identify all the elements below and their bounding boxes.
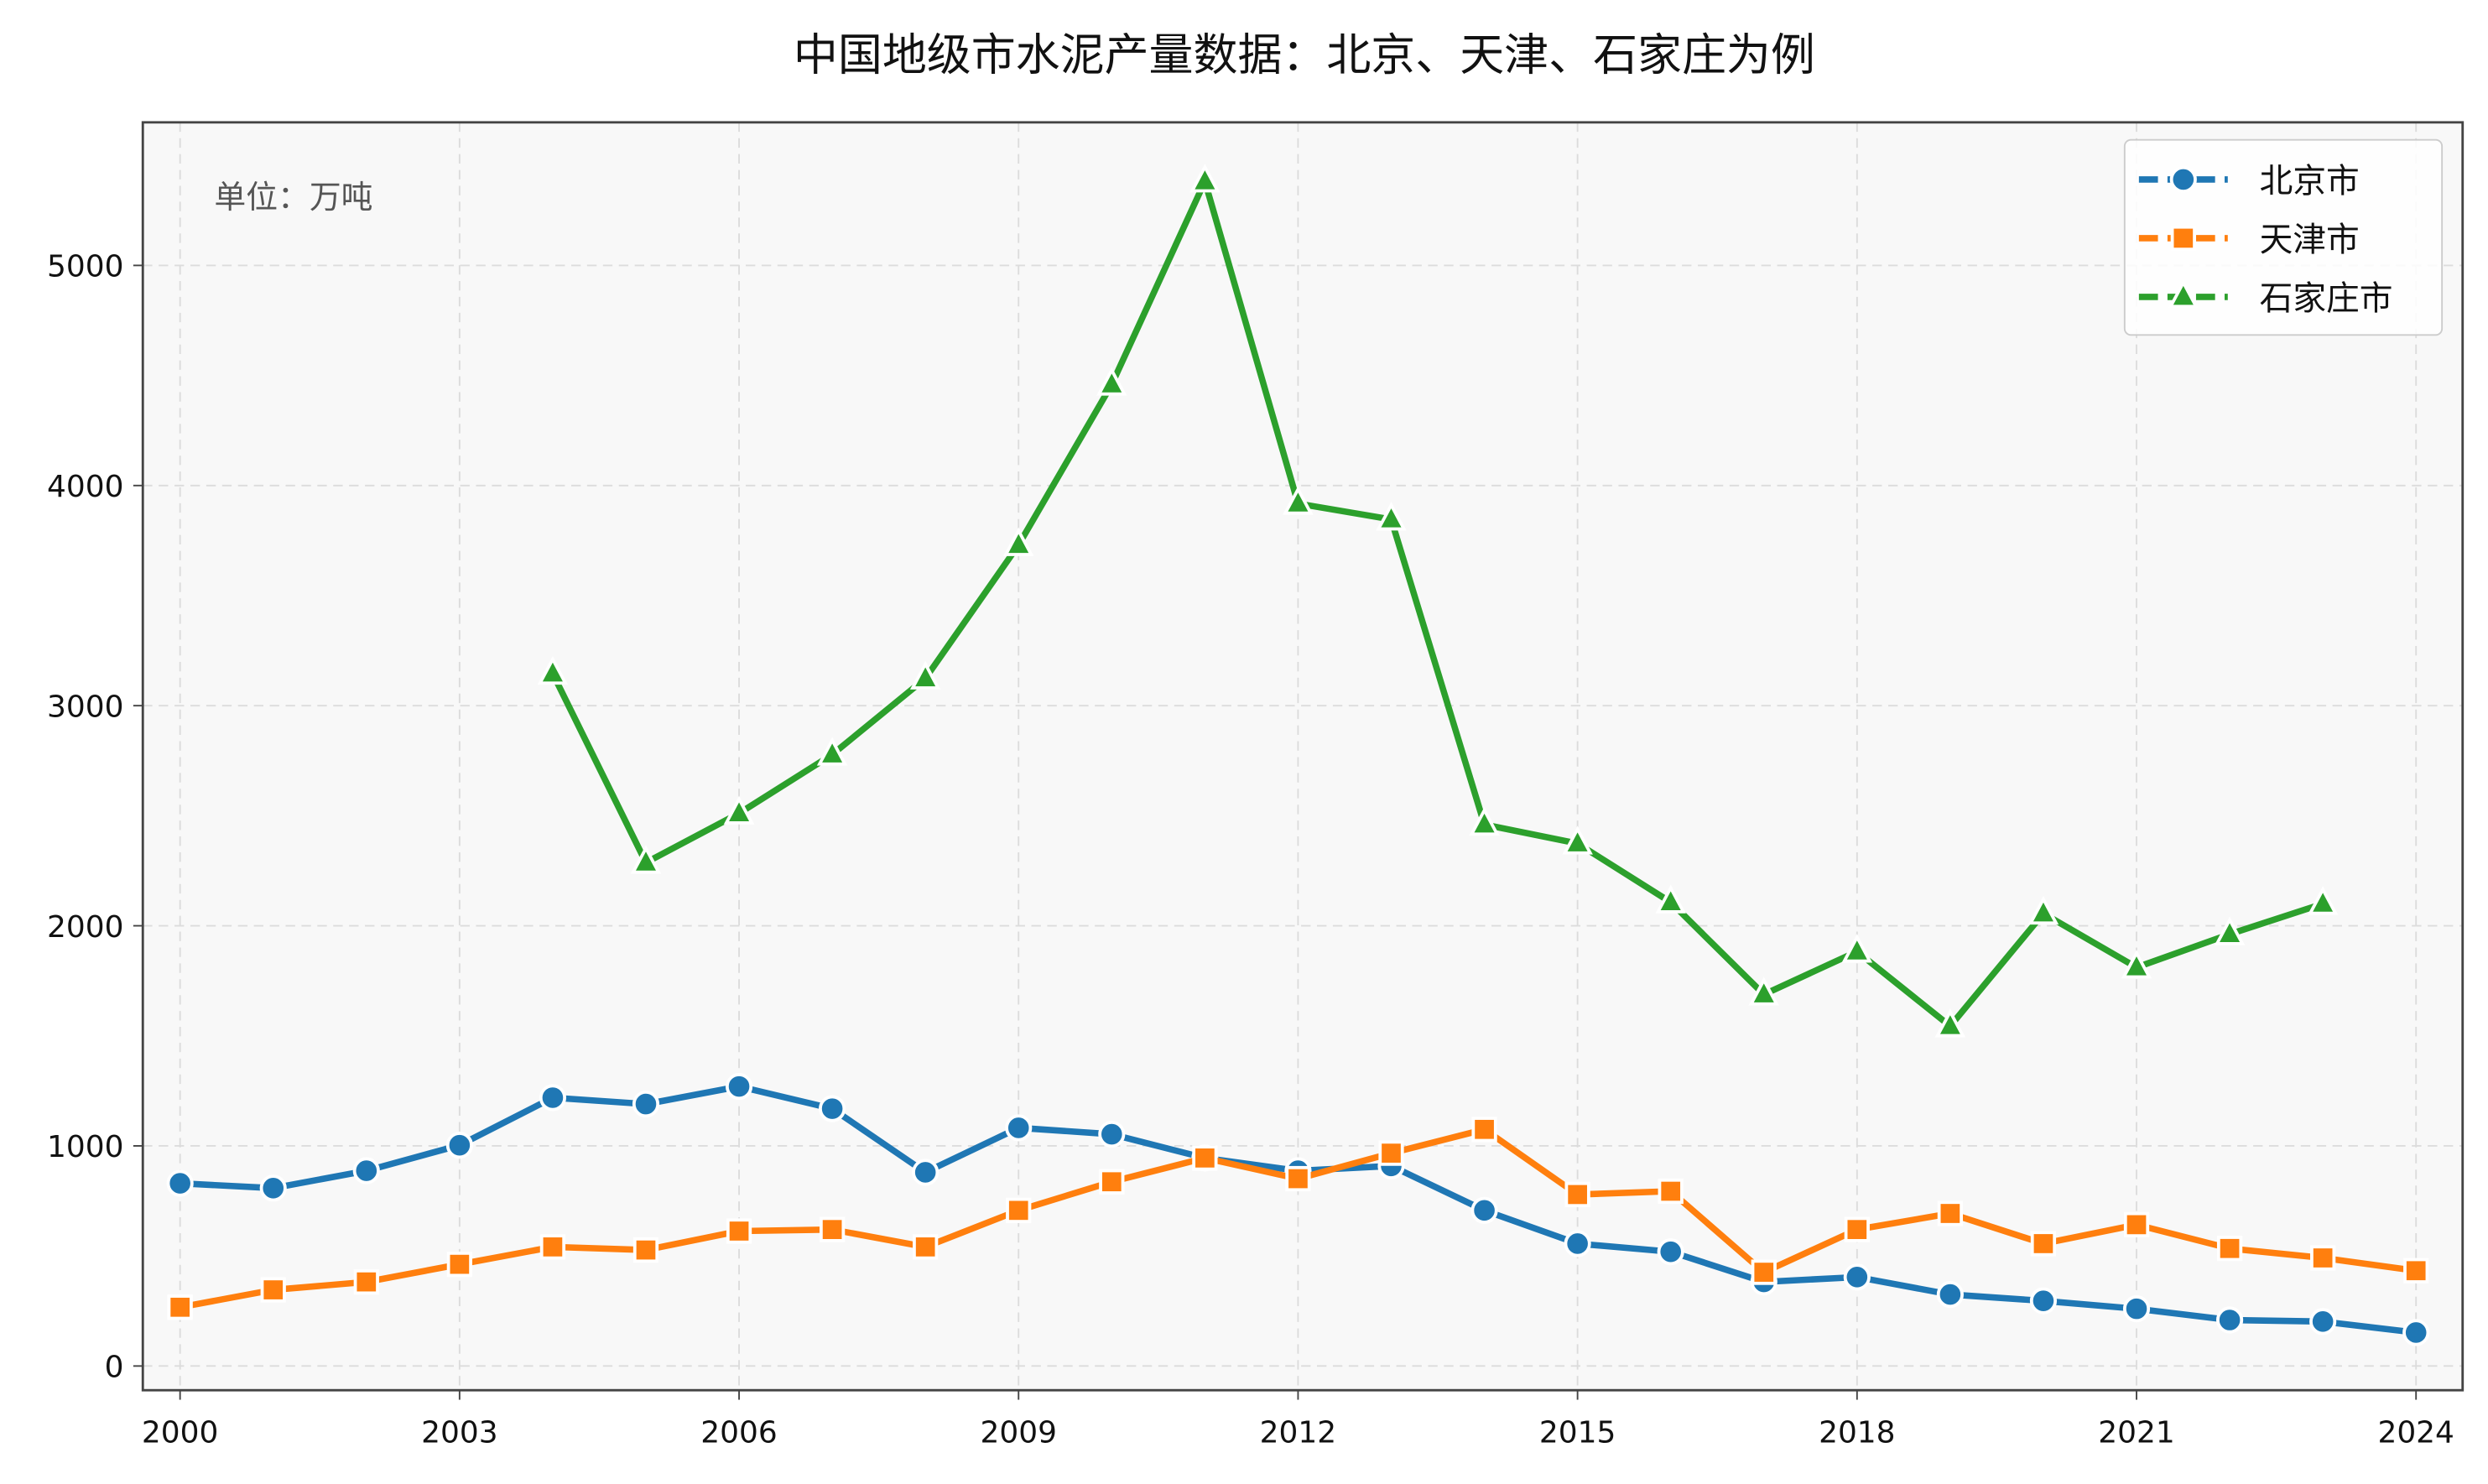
data-point: [166, 1169, 194, 1197]
data-point: [630, 845, 662, 874]
series-triangle: [537, 164, 2339, 1038]
x-tick-label: 2006: [700, 1416, 777, 1450]
y-tick-label: 0: [105, 1351, 124, 1385]
data-point: [2403, 1257, 2429, 1284]
data-point: [2122, 1295, 2151, 1323]
data-point: [632, 1237, 659, 1263]
data-point: [2216, 1236, 2243, 1262]
x-tick-label: 2024: [2377, 1416, 2454, 1450]
data-point: [819, 1095, 846, 1122]
legend-marker: [2170, 225, 2196, 252]
data-point: [2309, 1308, 2337, 1336]
data-point: [2030, 1231, 2057, 1257]
data-point: [1748, 976, 1780, 1006]
data-point: [2027, 895, 2059, 925]
x-tick-label: 2015: [1539, 1416, 1616, 1450]
data-point: [2215, 1306, 2244, 1334]
legend-label: 天津市: [2260, 221, 2360, 259]
data-point: [1192, 1145, 1218, 1171]
x-tick-label: 2003: [421, 1416, 497, 1450]
data-point: [353, 1268, 379, 1295]
data-point: [1376, 502, 1407, 531]
data-point: [816, 737, 848, 766]
data-point: [1655, 884, 1686, 914]
data-point: [2029, 1287, 2058, 1315]
data-point: [2402, 1319, 2430, 1346]
data-point: [2123, 1211, 2150, 1238]
data-point: [259, 1174, 287, 1202]
data-point: [1936, 1280, 1964, 1309]
series-square: [167, 1117, 2429, 1320]
data-point: [2214, 916, 2246, 945]
data-point: [1844, 1216, 1870, 1242]
data-point: [1098, 1120, 1126, 1148]
data-point: [1002, 527, 1034, 556]
y-tick-label: 2000: [47, 910, 123, 945]
data-point: [1658, 1178, 1684, 1205]
data-point: [1471, 1117, 1497, 1143]
legend-marker: [2168, 279, 2199, 309]
data-point: [352, 1157, 380, 1185]
data-point: [909, 660, 941, 690]
data-point: [1096, 367, 1127, 396]
data-point: [1283, 486, 1314, 515]
data-point: [1843, 1263, 1871, 1291]
data-point: [1099, 1169, 1125, 1195]
data-point: [1470, 1196, 1498, 1224]
x-tick-label: 2021: [2098, 1416, 2174, 1450]
x-tick-label: 2000: [142, 1416, 218, 1450]
data-point: [260, 1277, 286, 1303]
data-point: [1934, 1008, 1966, 1038]
legend-box: [2123, 138, 2444, 336]
data-point: [1189, 164, 1221, 193]
data-point: [167, 1294, 193, 1320]
y-tick-label: 3000: [47, 690, 123, 724]
data-point: [725, 1073, 753, 1101]
legend-label: 石家庄市: [2260, 279, 2393, 318]
data-point: [819, 1216, 846, 1242]
data-point: [1285, 1165, 1311, 1192]
data-point: [2310, 1245, 2336, 1271]
data-point: [1657, 1238, 1684, 1266]
data-point: [2121, 950, 2152, 979]
data-point: [1751, 1259, 1777, 1285]
data-point: [539, 1234, 566, 1260]
x-tick-label: 2018: [1819, 1416, 1895, 1450]
data-point: [1564, 1230, 1591, 1257]
plot-area: [143, 122, 2463, 1391]
x-tick-label: 2009: [981, 1416, 1057, 1450]
data-point: [913, 1234, 939, 1260]
y-tick-label: 4000: [47, 470, 123, 504]
legend-marker: [2169, 165, 2197, 194]
data-point: [1469, 806, 1500, 836]
data-point: [1564, 1181, 1590, 1208]
data-point: [1005, 1114, 1033, 1142]
data-point: [723, 795, 755, 825]
data-point: [2307, 886, 2339, 915]
data-point: [912, 1159, 940, 1186]
y-tick-label: 5000: [47, 250, 123, 284]
data-point: [537, 655, 569, 685]
data-point: [726, 1218, 752, 1244]
legend-label: 北京市: [2260, 162, 2360, 200]
unit-annotation: 单位：万吨: [214, 179, 372, 216]
data-point: [632, 1091, 660, 1118]
data-point: [1937, 1200, 1964, 1226]
data-point: [445, 1132, 473, 1159]
data-point: [1378, 1140, 1404, 1166]
plot-frame: [141, 121, 2465, 1392]
y-tick-label: 1000: [47, 1130, 123, 1164]
data-point: [539, 1084, 567, 1112]
data-point: [1006, 1197, 1032, 1223]
chart-title: 中国地级市水泥产量数据：北京、天津、石家庄为例: [794, 29, 1815, 81]
data-point: [1841, 934, 1873, 963]
series-line: [549, 178, 2324, 1029]
x-tick-label: 2012: [1260, 1416, 1336, 1450]
data-point: [1562, 825, 1593, 855]
data-point: [446, 1251, 472, 1278]
